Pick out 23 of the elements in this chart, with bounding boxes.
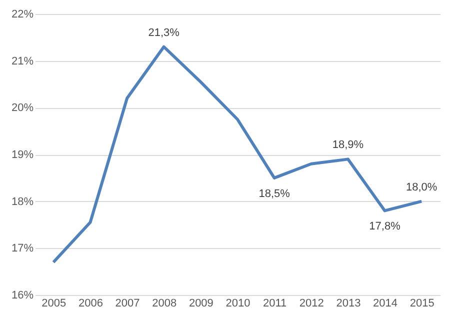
y-tick-label: 19% (11, 149, 34, 161)
x-tick-label: 2012 (299, 298, 324, 310)
data-label: 18,0% (406, 181, 438, 194)
x-tick-label: 2014 (373, 298, 398, 310)
x-tick-label: 2008 (152, 298, 177, 310)
x-tick-label: 2010 (226, 298, 250, 310)
data-label: 18,5% (258, 188, 290, 200)
y-tick-label: 21% (11, 55, 34, 68)
data-label: 17,8% (369, 220, 401, 233)
data-label: 21,3% (148, 26, 180, 39)
x-tick-label: 2013 (336, 298, 361, 310)
y-tick-label: 22% (11, 8, 34, 20)
y-tick-label: 17% (11, 242, 34, 255)
x-tick-label: 2005 (42, 298, 66, 310)
data-label: 18,9% (332, 139, 364, 152)
x-tick-label: 2009 (188, 298, 214, 310)
x-tick-label: 2006 (78, 298, 103, 310)
y-tick-label: 18% (11, 196, 34, 208)
y-tick-label: 16% (11, 290, 34, 302)
x-tick-label: 2015 (410, 298, 434, 310)
x-tick-label: 2007 (115, 298, 140, 310)
y-tick-label: 20% (11, 102, 34, 114)
x-tick-label: 2011 (262, 298, 287, 310)
